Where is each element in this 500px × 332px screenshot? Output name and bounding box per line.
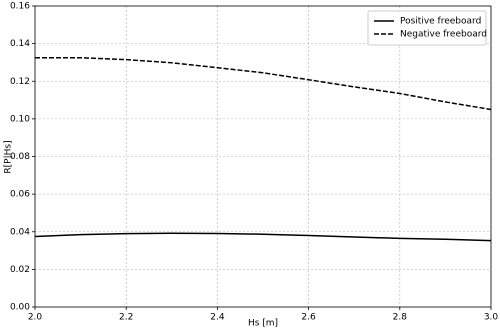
y-tick-label: 0.12 bbox=[10, 77, 30, 87]
x-tick-label: 2.6 bbox=[301, 313, 316, 323]
line-series bbox=[34, 232, 492, 242]
legend-label: Negative freeboard bbox=[400, 30, 487, 40]
x-tick-label: 2.0 bbox=[28, 313, 43, 323]
x-tick-label: 2.4 bbox=[210, 313, 225, 323]
y-tick-label: 0.06 bbox=[10, 190, 30, 200]
line-series bbox=[35, 56, 492, 111]
y-tick-label: 0.10 bbox=[10, 114, 30, 124]
x-axis-label: Hs [m] bbox=[248, 319, 278, 329]
legend-label: Positive freeboard bbox=[400, 17, 481, 27]
x-tick-label: 2.8 bbox=[393, 313, 408, 323]
x-tick-label: 2.2 bbox=[119, 313, 133, 323]
legend: Positive freeboard Negative freeboard bbox=[367, 10, 487, 46]
y-tick-label: 0.08 bbox=[10, 152, 30, 162]
y-axis-label: R[P|Hs] bbox=[4, 140, 14, 173]
y-tick-label: 0.16 bbox=[10, 2, 30, 12]
plot-frame bbox=[34, 5, 492, 308]
x-tick-label: 3.0 bbox=[484, 313, 499, 323]
y-tick-label: 0.14 bbox=[10, 39, 30, 49]
y-tick-label: 0.00 bbox=[10, 303, 30, 313]
legend-box bbox=[367, 10, 487, 46]
y-tick-label: 0.04 bbox=[10, 227, 30, 237]
y-tick-label: 0.02 bbox=[10, 265, 30, 275]
